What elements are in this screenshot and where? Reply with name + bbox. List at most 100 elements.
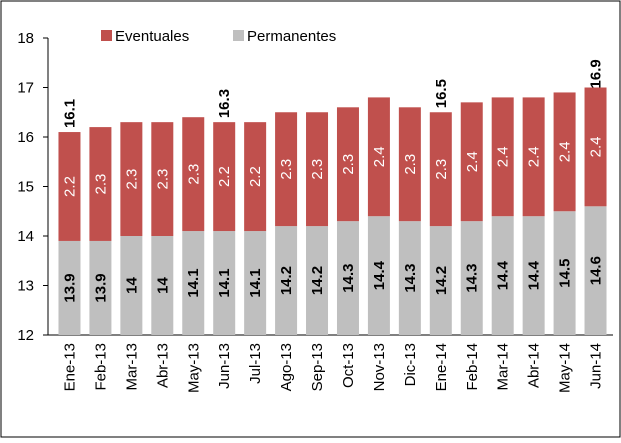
x-tick-label: Jun-13: [216, 343, 233, 389]
bar-segment: [120, 236, 143, 335]
y-tick-label: 15: [17, 179, 34, 196]
x-tick-label: Nov-13: [371, 343, 388, 391]
x-tick-label: May-14: [557, 343, 574, 393]
bar-segment: [553, 211, 576, 335]
bar-segment: [89, 127, 112, 241]
value-label: 14.2: [278, 266, 295, 295]
legend-swatch: [233, 30, 244, 41]
bar-segment: [398, 107, 421, 222]
y-tick-label: 16: [17, 129, 34, 146]
bar-segment: [58, 132, 81, 241]
bar-segment: [522, 216, 545, 335]
value-label: 2.3: [154, 169, 171, 190]
value-label: 2.3: [92, 174, 109, 195]
legend-swatch: [101, 30, 112, 41]
total-label: 16.9: [588, 59, 605, 88]
value-label: 2.4: [371, 146, 388, 167]
value-label: 14.3: [340, 263, 357, 292]
bar-segment: [213, 122, 236, 232]
bar-segment: [336, 107, 359, 222]
value-label: 14.1: [247, 268, 264, 297]
value-label: 2.3: [402, 154, 419, 175]
x-tick-label: Ene-14: [433, 343, 450, 391]
value-label: 14.4: [526, 260, 543, 290]
x-tick-label: Abr-14: [526, 343, 543, 388]
x-tick-label: Dic-13: [402, 343, 419, 386]
value-label: 2.3: [278, 159, 295, 180]
value-label: 14.2: [309, 266, 326, 295]
x-tick-label: Feb-14: [464, 343, 481, 391]
value-label: 14.6: [588, 256, 605, 285]
value-label: 2.3: [123, 169, 140, 190]
total-label: 16.1: [61, 99, 78, 128]
value-label: 14.5: [557, 259, 574, 288]
value-label: 2.2: [216, 166, 233, 187]
total-label: 16.3: [216, 89, 233, 118]
total-label: 16.5: [433, 79, 450, 108]
bar-segment: [491, 216, 514, 335]
bar-segment: [244, 231, 267, 335]
x-tick-label: Mar-13: [123, 343, 140, 391]
bar-segment: [89, 240, 112, 335]
x-tick-label: Jul-13: [247, 343, 264, 384]
bar-segment: [584, 206, 607, 335]
value-label: 2.4: [526, 146, 543, 167]
bar-segment: [491, 97, 514, 217]
value-label: 2.3: [309, 159, 326, 180]
x-tick-label: Jun-14: [588, 343, 605, 389]
bar-segment: [306, 112, 329, 227]
bar-segment: [151, 236, 174, 335]
value-label: 2.4: [588, 136, 605, 157]
y-tick-label: 17: [17, 80, 34, 97]
x-tick-label: May-13: [185, 343, 202, 393]
value-label: 14.4: [371, 260, 388, 290]
value-label: 13.9: [92, 273, 109, 302]
legend-label: Permanentes: [247, 28, 336, 45]
bar-segment: [182, 231, 205, 335]
bar-segment: [275, 112, 298, 227]
value-label: 13.9: [61, 273, 78, 302]
bar-segment: [58, 240, 81, 335]
bar-segment: [182, 117, 205, 232]
value-label: 2.4: [464, 151, 481, 172]
bar-segment: [398, 221, 421, 335]
x-tick-label: Abr-13: [154, 343, 171, 388]
bar-segment: [460, 102, 483, 222]
bar-segment: [336, 221, 359, 335]
bar-segment: [522, 97, 545, 217]
bar-segment: [306, 226, 329, 335]
bar-segment: [367, 216, 390, 335]
y-tick-label: 12: [17, 327, 34, 344]
value-label: 2.2: [61, 176, 78, 197]
value-label: 14: [154, 277, 171, 294]
x-tick-label: Ago-13: [278, 343, 295, 391]
bar-segment: [213, 231, 236, 335]
value-label: 14.2: [433, 266, 450, 295]
value-label: 14.4: [495, 260, 512, 290]
x-tick-label: Oct-13: [340, 343, 357, 388]
y-tick-label: 14: [17, 228, 34, 245]
value-label: 2.2: [247, 166, 264, 187]
y-tick-label: 13: [17, 278, 34, 295]
value-label: 2.3: [185, 164, 202, 185]
bar-segment: [244, 122, 267, 232]
value-label: 2.3: [340, 154, 357, 175]
value-label: 14.3: [402, 263, 419, 292]
value-label: 14.1: [216, 268, 233, 297]
value-label: 2.4: [557, 141, 574, 162]
bar-segment: [460, 221, 483, 335]
bar-segment: [275, 226, 298, 335]
x-tick-label: Feb-13: [92, 343, 109, 391]
value-label: 14.1: [185, 268, 202, 297]
bar-segment: [120, 122, 143, 236]
value-label: 14: [123, 277, 140, 294]
bar-segment: [151, 122, 174, 236]
x-tick-label: Mar-14: [495, 343, 512, 391]
x-tick-label: Ene-13: [61, 343, 78, 391]
bar-segment: [553, 92, 576, 212]
bar-segment: [429, 112, 452, 227]
value-label: 2.4: [495, 146, 512, 167]
legend-label: Eventuales: [115, 28, 189, 45]
